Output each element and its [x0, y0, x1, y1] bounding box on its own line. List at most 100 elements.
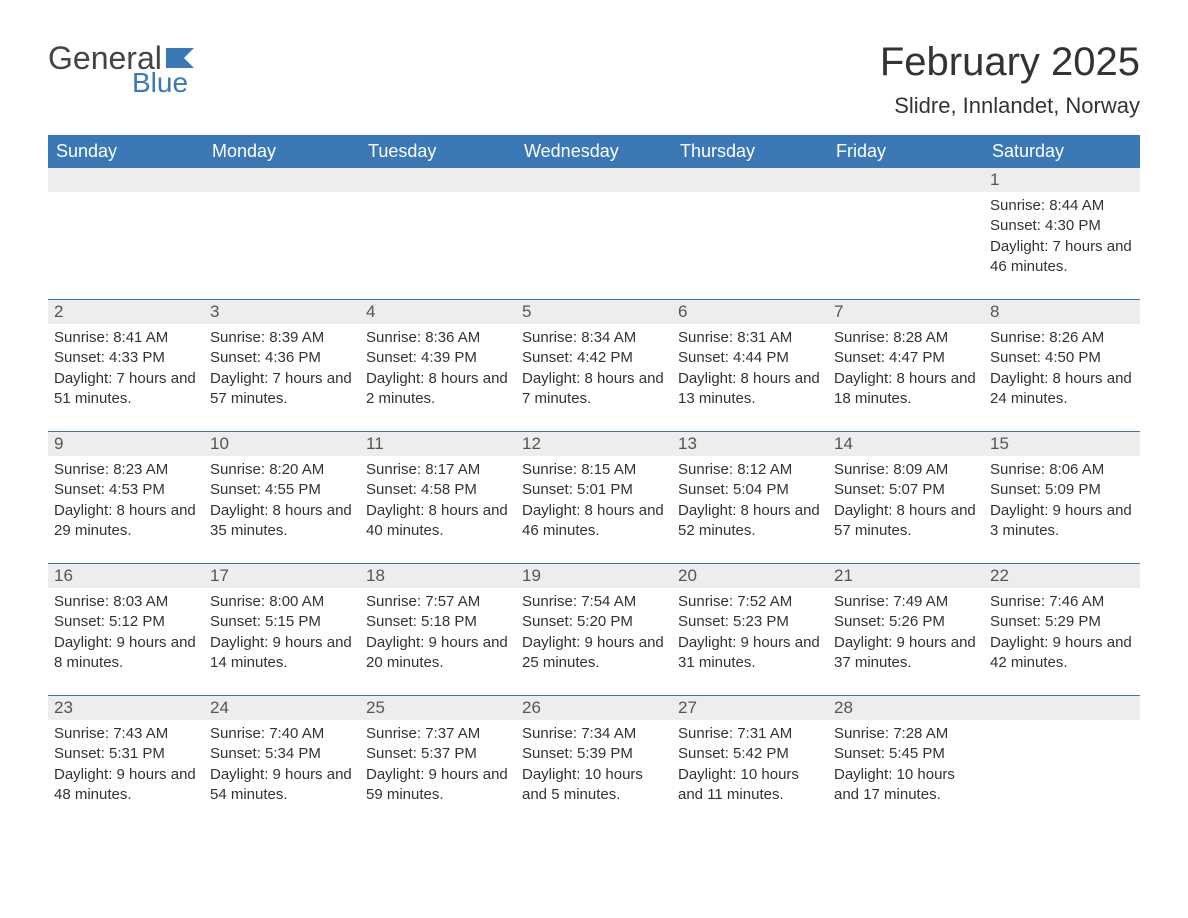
- sunrise-text: Sunrise: 7:37 AM: [366, 725, 480, 742]
- sunset-text: Sunset: 5:04 PM: [678, 481, 789, 498]
- day-detail-cell: Sunrise: 7:49 AMSunset: 5:26 PMDaylight:…: [828, 588, 984, 696]
- day-number-cell: 17: [204, 564, 360, 588]
- day-detail-cell: Sunrise: 8:03 AMSunset: 5:12 PMDaylight:…: [48, 588, 204, 696]
- sunrise-text: Sunrise: 8:41 AM: [54, 329, 168, 346]
- sunrise-text: Sunrise: 8:17 AM: [366, 461, 480, 478]
- day-detail-cell: Sunrise: 7:57 AMSunset: 5:18 PMDaylight:…: [360, 588, 516, 696]
- day-number-cell: 24: [204, 696, 360, 720]
- day-number-cell: 12: [516, 432, 672, 456]
- sunset-text: Sunset: 5:18 PM: [366, 613, 477, 630]
- day-detail-cell: Sunrise: 8:23 AMSunset: 4:53 PMDaylight:…: [48, 456, 204, 564]
- daylight-text: Daylight: 8 hours and 52 minutes.: [678, 502, 820, 539]
- day-detail-cell: Sunrise: 7:31 AM Sunset: 5:42 PM Daylight:…: [672, 720, 828, 827]
- daylight-text: Daylight: 8 hours and 35 minutes.: [210, 502, 352, 539]
- sunrise-text: Sunrise: 8:00 AM: [210, 593, 324, 610]
- sunrise-text: Sunrise: 8:06 AM: [990, 461, 1104, 478]
- day-detail-cell: Sunrise: 7:37 AMSunset: 5:37 PMDaylight:…: [360, 720, 516, 827]
- day-detail-cell: Sunrise: 8:06 AM Sunset: 5:09 PM Daylight:…: [984, 456, 1140, 564]
- day-header: Thursday: [672, 135, 828, 168]
- title-block: February 2025 Slidre, Innlandet, Norway: [880, 40, 1140, 119]
- daylight-text: Daylight: 9 hours and 8 minutes.: [54, 634, 196, 671]
- day-number-cell: 10: [204, 432, 360, 456]
- sunset-text: Sunset: 4:50 PM: [990, 349, 1101, 366]
- daylight-text: Daylight: 9 hours and 31 minutes.: [678, 634, 820, 671]
- day-detail-cell: Sunrise: 8:00 AMSunset: 5:15 PMDaylight:…: [204, 588, 360, 696]
- day-number-cell: 23: [48, 696, 204, 720]
- day-detail-row: Sunrise: 8:44 AMSunset: 4:30 PMDaylight:…: [48, 192, 1140, 300]
- daylight-text: Daylight: 9 hours and 3 minutes.: [990, 502, 1132, 539]
- day-number-cell: [516, 168, 672, 192]
- day-detail-cell: Sunrise: 8:41 AM Sunset: 4:33 PM Daylight:…: [48, 324, 204, 432]
- sunset-text: Sunset: 5:45 PM: [834, 745, 945, 762]
- sunset-text: Sunset: 5:42 PM: [678, 745, 789, 762]
- day-detail-cell: Sunrise: 8:17 AMSunset: 4:58 PMDaylight:…: [360, 456, 516, 564]
- day-number-cell: 8: [984, 300, 1140, 324]
- day-number-cell: [828, 168, 984, 192]
- sunrise-text: Sunrise: 7:34 AM: [522, 725, 636, 742]
- sunset-text: Sunset: 4:33 PM: [54, 349, 165, 366]
- daylight-text: Daylight: 9 hours and 20 minutes.: [366, 634, 508, 671]
- day-detail-cell: [360, 192, 516, 300]
- month-title: February 2025: [880, 40, 1140, 85]
- daylight-text: Daylight: 9 hours and 37 minutes.: [834, 634, 976, 671]
- sunset-text: Sunset: 5:09 PM: [990, 481, 1101, 498]
- day-detail-cell: Sunrise: 7:28 AMSunset: 5:45 PMDaylight:…: [828, 720, 984, 827]
- day-number-cell: 6: [672, 300, 828, 324]
- day-number-cell: 11: [360, 432, 516, 456]
- daylight-text: Daylight: 10 hours and 11 minutes.: [678, 766, 799, 803]
- daylight-text: Daylight: 10 hours and 5 minutes.: [522, 766, 643, 803]
- logo-text-blue: Blue: [132, 67, 188, 99]
- calendar-table: SundayMondayTuesdayWednesdayThursdayFrid…: [48, 135, 1140, 827]
- sunrise-text: Sunrise: 8:39 AM: [210, 329, 324, 346]
- sunrise-text: Sunrise: 8:09 AM: [834, 461, 948, 478]
- daylight-text: Daylight: 10 hours and 17 minutes.: [834, 766, 955, 803]
- sunrise-text: Sunrise: 8:31 AM: [678, 329, 792, 346]
- day-detail-cell: Sunrise: 7:46 AMSunset: 5:29 PMDaylight:…: [984, 588, 1140, 696]
- sunrise-text: Sunrise: 7:49 AM: [834, 593, 948, 610]
- sunset-text: Sunset: 5:39 PM: [522, 745, 633, 762]
- day-detail-cell: [204, 192, 360, 300]
- day-number-row: 9101112131415: [48, 432, 1140, 456]
- sunset-text: Sunset: 5:01 PM: [522, 481, 633, 498]
- sunrise-text: Sunrise: 8:23 AM: [54, 461, 168, 478]
- sunset-text: Sunset: 5:37 PM: [366, 745, 477, 762]
- day-detail-cell: Sunrise: 8:15 AMSunset: 5:01 PMDaylight:…: [516, 456, 672, 564]
- logo: General Blue: [48, 40, 196, 99]
- sunrise-text: Sunrise: 8:03 AM: [54, 593, 168, 610]
- day-number-cell: [672, 168, 828, 192]
- daylight-text: Daylight: 9 hours and 54 minutes.: [210, 766, 352, 803]
- sunrise-text: Sunrise: 8:36 AM: [366, 329, 480, 346]
- day-number-cell: 4: [360, 300, 516, 324]
- daylight-text: Daylight: 8 hours and 7 minutes.: [522, 370, 664, 407]
- day-detail-cell: Sunrise: 8:39 AMSunset: 4:36 PMDaylight:…: [204, 324, 360, 432]
- sunset-text: Sunset: 4:30 PM: [990, 217, 1101, 234]
- day-detail-cell: [516, 192, 672, 300]
- daylight-text: Daylight: 7 hours and 51 minutes.: [54, 370, 196, 407]
- day-number-cell: 25: [360, 696, 516, 720]
- day-detail-row: Sunrise: 8:03 AMSunset: 5:12 PMDaylight:…: [48, 588, 1140, 696]
- sunrise-text: Sunrise: 7:31 AM: [678, 725, 792, 742]
- sunset-text: Sunset: 4:42 PM: [522, 349, 633, 366]
- day-header: Wednesday: [516, 135, 672, 168]
- sunrise-text: Sunrise: 8:44 AM: [990, 197, 1104, 214]
- day-detail-cell: Sunrise: 7:40 AMSunset: 5:34 PMDaylight:…: [204, 720, 360, 827]
- sunset-text: Sunset: 5:20 PM: [522, 613, 633, 630]
- day-number-cell: 27: [672, 696, 828, 720]
- sunset-text: Sunset: 4:53 PM: [54, 481, 165, 498]
- sunset-text: Sunset: 4:47 PM: [834, 349, 945, 366]
- sunset-text: Sunset: 5:23 PM: [678, 613, 789, 630]
- daylight-text: Daylight: 8 hours and 18 minutes.: [834, 370, 976, 407]
- day-header-row: SundayMondayTuesdayWednesdayThursdayFrid…: [48, 135, 1140, 168]
- day-number-row: 232425262728: [48, 696, 1140, 720]
- sunrise-text: Sunrise: 8:28 AM: [834, 329, 948, 346]
- header: General Blue February 2025 Slidre, Innla…: [48, 40, 1140, 119]
- day-detail-cell: [672, 192, 828, 300]
- day-detail-cell: [984, 720, 1140, 827]
- daylight-text: Daylight: 8 hours and 24 minutes.: [990, 370, 1132, 407]
- day-number-cell: 22: [984, 564, 1140, 588]
- day-detail-cell: Sunrise: 8:44 AMSunset: 4:30 PMDaylight:…: [984, 192, 1140, 300]
- daylight-text: Daylight: 8 hours and 2 minutes.: [366, 370, 508, 407]
- day-detail-cell: [828, 192, 984, 300]
- day-detail-cell: Sunrise: 8:34 AMSunset: 4:42 PMDaylight:…: [516, 324, 672, 432]
- sunrise-text: Sunrise: 7:52 AM: [678, 593, 792, 610]
